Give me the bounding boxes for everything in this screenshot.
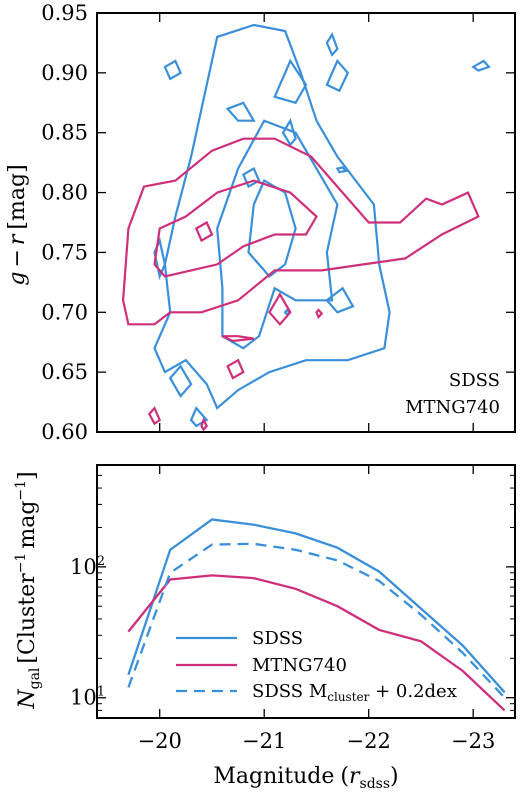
bottom-y-axis-label: Ngal[Cluster−1mag−1] — [13, 471, 43, 709]
top-legend-sdss: SDSS — [449, 370, 500, 391]
color-magnitude-panel: 0.60 0.65 0.70 0.75 0.80 0.85 0.90 0.95 g−r[mag… — [5, 1, 516, 444]
top-y-tick-label-2: 0.70 — [41, 300, 88, 324]
contour-0-7 — [325, 32, 339, 57]
legend-label-sdss: SDSS — [252, 628, 303, 649]
top-y-tick-label-4: 0.80 — [41, 181, 88, 205]
line-plot-area — [127, 518, 506, 712]
contour-0-6 — [273, 58, 308, 105]
top-y-tick-label-5: 0.85 — [41, 121, 88, 145]
top-axis-ticks: 0.60 0.65 0.70 0.75 0.80 0.85 0.90 0.95 — [41, 1, 515, 444]
contour-1-0 — [121, 137, 480, 326]
contour-0-1 — [216, 119, 339, 350]
contour-0-9 — [281, 118, 297, 147]
contour-0-3 — [163, 59, 183, 81]
contour-0-15 — [189, 406, 209, 428]
contour-1-3 — [221, 335, 254, 343]
contour-0-14 — [168, 364, 193, 398]
top-y-tick-label-7: 0.95 — [41, 1, 88, 25]
contour-0-0 — [153, 23, 391, 410]
bottom-x-tick-label-3: −23 — [451, 729, 495, 753]
contour-1-5 — [315, 308, 324, 320]
contour-0-2 — [247, 179, 297, 278]
contour-0-11 — [335, 166, 348, 174]
contour-1-4 — [268, 292, 292, 326]
bottom-y-tick-label-0: 101 — [70, 685, 105, 710]
legend-label-sdss-shifted: SDSS Mcluster + 0.2dex — [252, 681, 457, 704]
bottom-x-tick-label-0: −20 — [138, 729, 182, 753]
contour-0-8 — [471, 59, 491, 72]
luminosity-function-panel: −20 −21 −22 −23 101 102 SDSS MTNG740 SDSS Mcl… — [13, 464, 516, 792]
bottom-axes-frame — [96, 464, 516, 719]
bottom-x-tick-label-2: −22 — [347, 729, 391, 753]
top-y-tick-label-0: 0.60 — [41, 420, 88, 444]
contour-0-13 — [325, 286, 355, 314]
bottom-legend: SDSS MTNG740 SDSS Mcluster + 0.2dex — [176, 628, 457, 704]
contour-0-4 — [325, 58, 350, 93]
line-series-0 — [127, 518, 506, 694]
line-series-2 — [127, 542, 506, 699]
top-y-tick-label-6: 0.90 — [41, 61, 88, 85]
contour-series-0 — [153, 23, 491, 428]
contour-1-6 — [226, 358, 245, 380]
legend-label-mtng740: MTNG740 — [252, 655, 347, 676]
bottom-axis-ticks: −20 −21 −22 −23 101 102 — [70, 465, 515, 753]
contour-1-2 — [194, 220, 214, 243]
bottom-y-tick-label-1: 102 — [70, 554, 105, 579]
top-legend-mtng740: MTNG740 — [405, 397, 500, 418]
contour-1-8 — [200, 417, 209, 432]
bottom-x-tick-label-1: −21 — [242, 729, 286, 753]
contour-1-1 — [153, 179, 318, 278]
top-y-tick-label-3: 0.75 — [41, 240, 88, 264]
bottom-x-axis-label: Magnitude (rsdss) — [213, 764, 398, 792]
contour-plot-area — [121, 23, 491, 432]
top-legend: SDSS MTNG740 — [405, 370, 500, 418]
line-series-1 — [127, 574, 506, 712]
contour-0-5 — [225, 101, 256, 122]
contour-series-1 — [121, 137, 480, 432]
top-y-tick-label-1: 0.65 — [41, 360, 88, 384]
contour-1-7 — [147, 406, 162, 426]
top-y-axis-label: g−r[mag] — [5, 164, 30, 285]
top-axes-frame — [96, 12, 516, 433]
